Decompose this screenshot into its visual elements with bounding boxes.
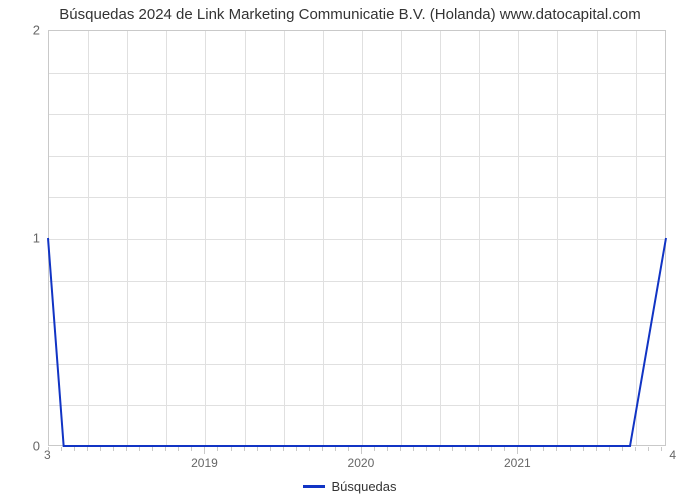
x-tick-minor: [270, 447, 271, 451]
x-tick-major: [517, 447, 518, 454]
x-tick-minor: [257, 447, 258, 451]
x-tick-minor: [635, 447, 636, 451]
x-axis-label: 2021: [504, 456, 531, 470]
x-tick-minor: [622, 447, 623, 451]
x-tick-minor: [609, 447, 610, 451]
y-axis-label: 0: [33, 439, 40, 454]
plot-area: [48, 30, 666, 446]
x-tick-minor: [504, 447, 505, 451]
x-tick-minor: [478, 447, 479, 451]
x-tick-minor: [126, 447, 127, 451]
x-tick-minor: [309, 447, 310, 451]
line-series: [48, 30, 666, 446]
x-tick-minor: [48, 447, 49, 451]
x-tick-minor: [217, 447, 218, 451]
x-tick-minor: [113, 447, 114, 451]
x-tick-minor: [87, 447, 88, 451]
x-tick-minor: [74, 447, 75, 451]
y-axis-label: 2: [33, 23, 40, 38]
x-tick-minor: [296, 447, 297, 451]
legend-label: Búsquedas: [331, 479, 396, 494]
x-tick-minor: [348, 447, 349, 451]
x-tick-minor: [661, 447, 662, 451]
x-tick-minor: [165, 447, 166, 451]
x-tick-major: [204, 447, 205, 454]
x-tick-major: [361, 447, 362, 454]
x-secondary-label-right: 4: [669, 448, 676, 462]
x-tick-minor: [491, 447, 492, 451]
y-axis-label: 1: [33, 231, 40, 246]
x-tick-minor: [374, 447, 375, 451]
x-tick-minor: [426, 447, 427, 451]
x-tick-minor: [465, 447, 466, 451]
x-tick-minor: [570, 447, 571, 451]
x-tick-minor: [400, 447, 401, 451]
x-tick-minor: [387, 447, 388, 451]
x-tick-minor: [139, 447, 140, 451]
x-tick-minor: [648, 447, 649, 451]
x-tick-minor: [583, 447, 584, 451]
legend-swatch: [303, 485, 325, 488]
x-tick-minor: [152, 447, 153, 451]
x-tick-minor: [543, 447, 544, 451]
x-tick-minor: [231, 447, 232, 451]
x-tick-minor: [530, 447, 531, 451]
x-axis-label: 2020: [348, 456, 375, 470]
chart-title: Búsquedas 2024 de Link Marketing Communi…: [0, 6, 700, 23]
legend: Búsquedas: [0, 478, 700, 494]
x-tick-minor: [413, 447, 414, 451]
x-tick-minor: [283, 447, 284, 451]
x-tick-minor: [191, 447, 192, 451]
x-tick-minor: [596, 447, 597, 451]
x-tick-minor: [335, 447, 336, 451]
x-axis-label: 2019: [191, 456, 218, 470]
x-tick-minor: [439, 447, 440, 451]
x-tick-minor: [322, 447, 323, 451]
x-tick-minor: [61, 447, 62, 451]
x-tick-minor: [178, 447, 179, 451]
x-tick-minor: [452, 447, 453, 451]
x-tick-minor: [556, 447, 557, 451]
x-tick-minor: [100, 447, 101, 451]
x-tick-minor: [244, 447, 245, 451]
